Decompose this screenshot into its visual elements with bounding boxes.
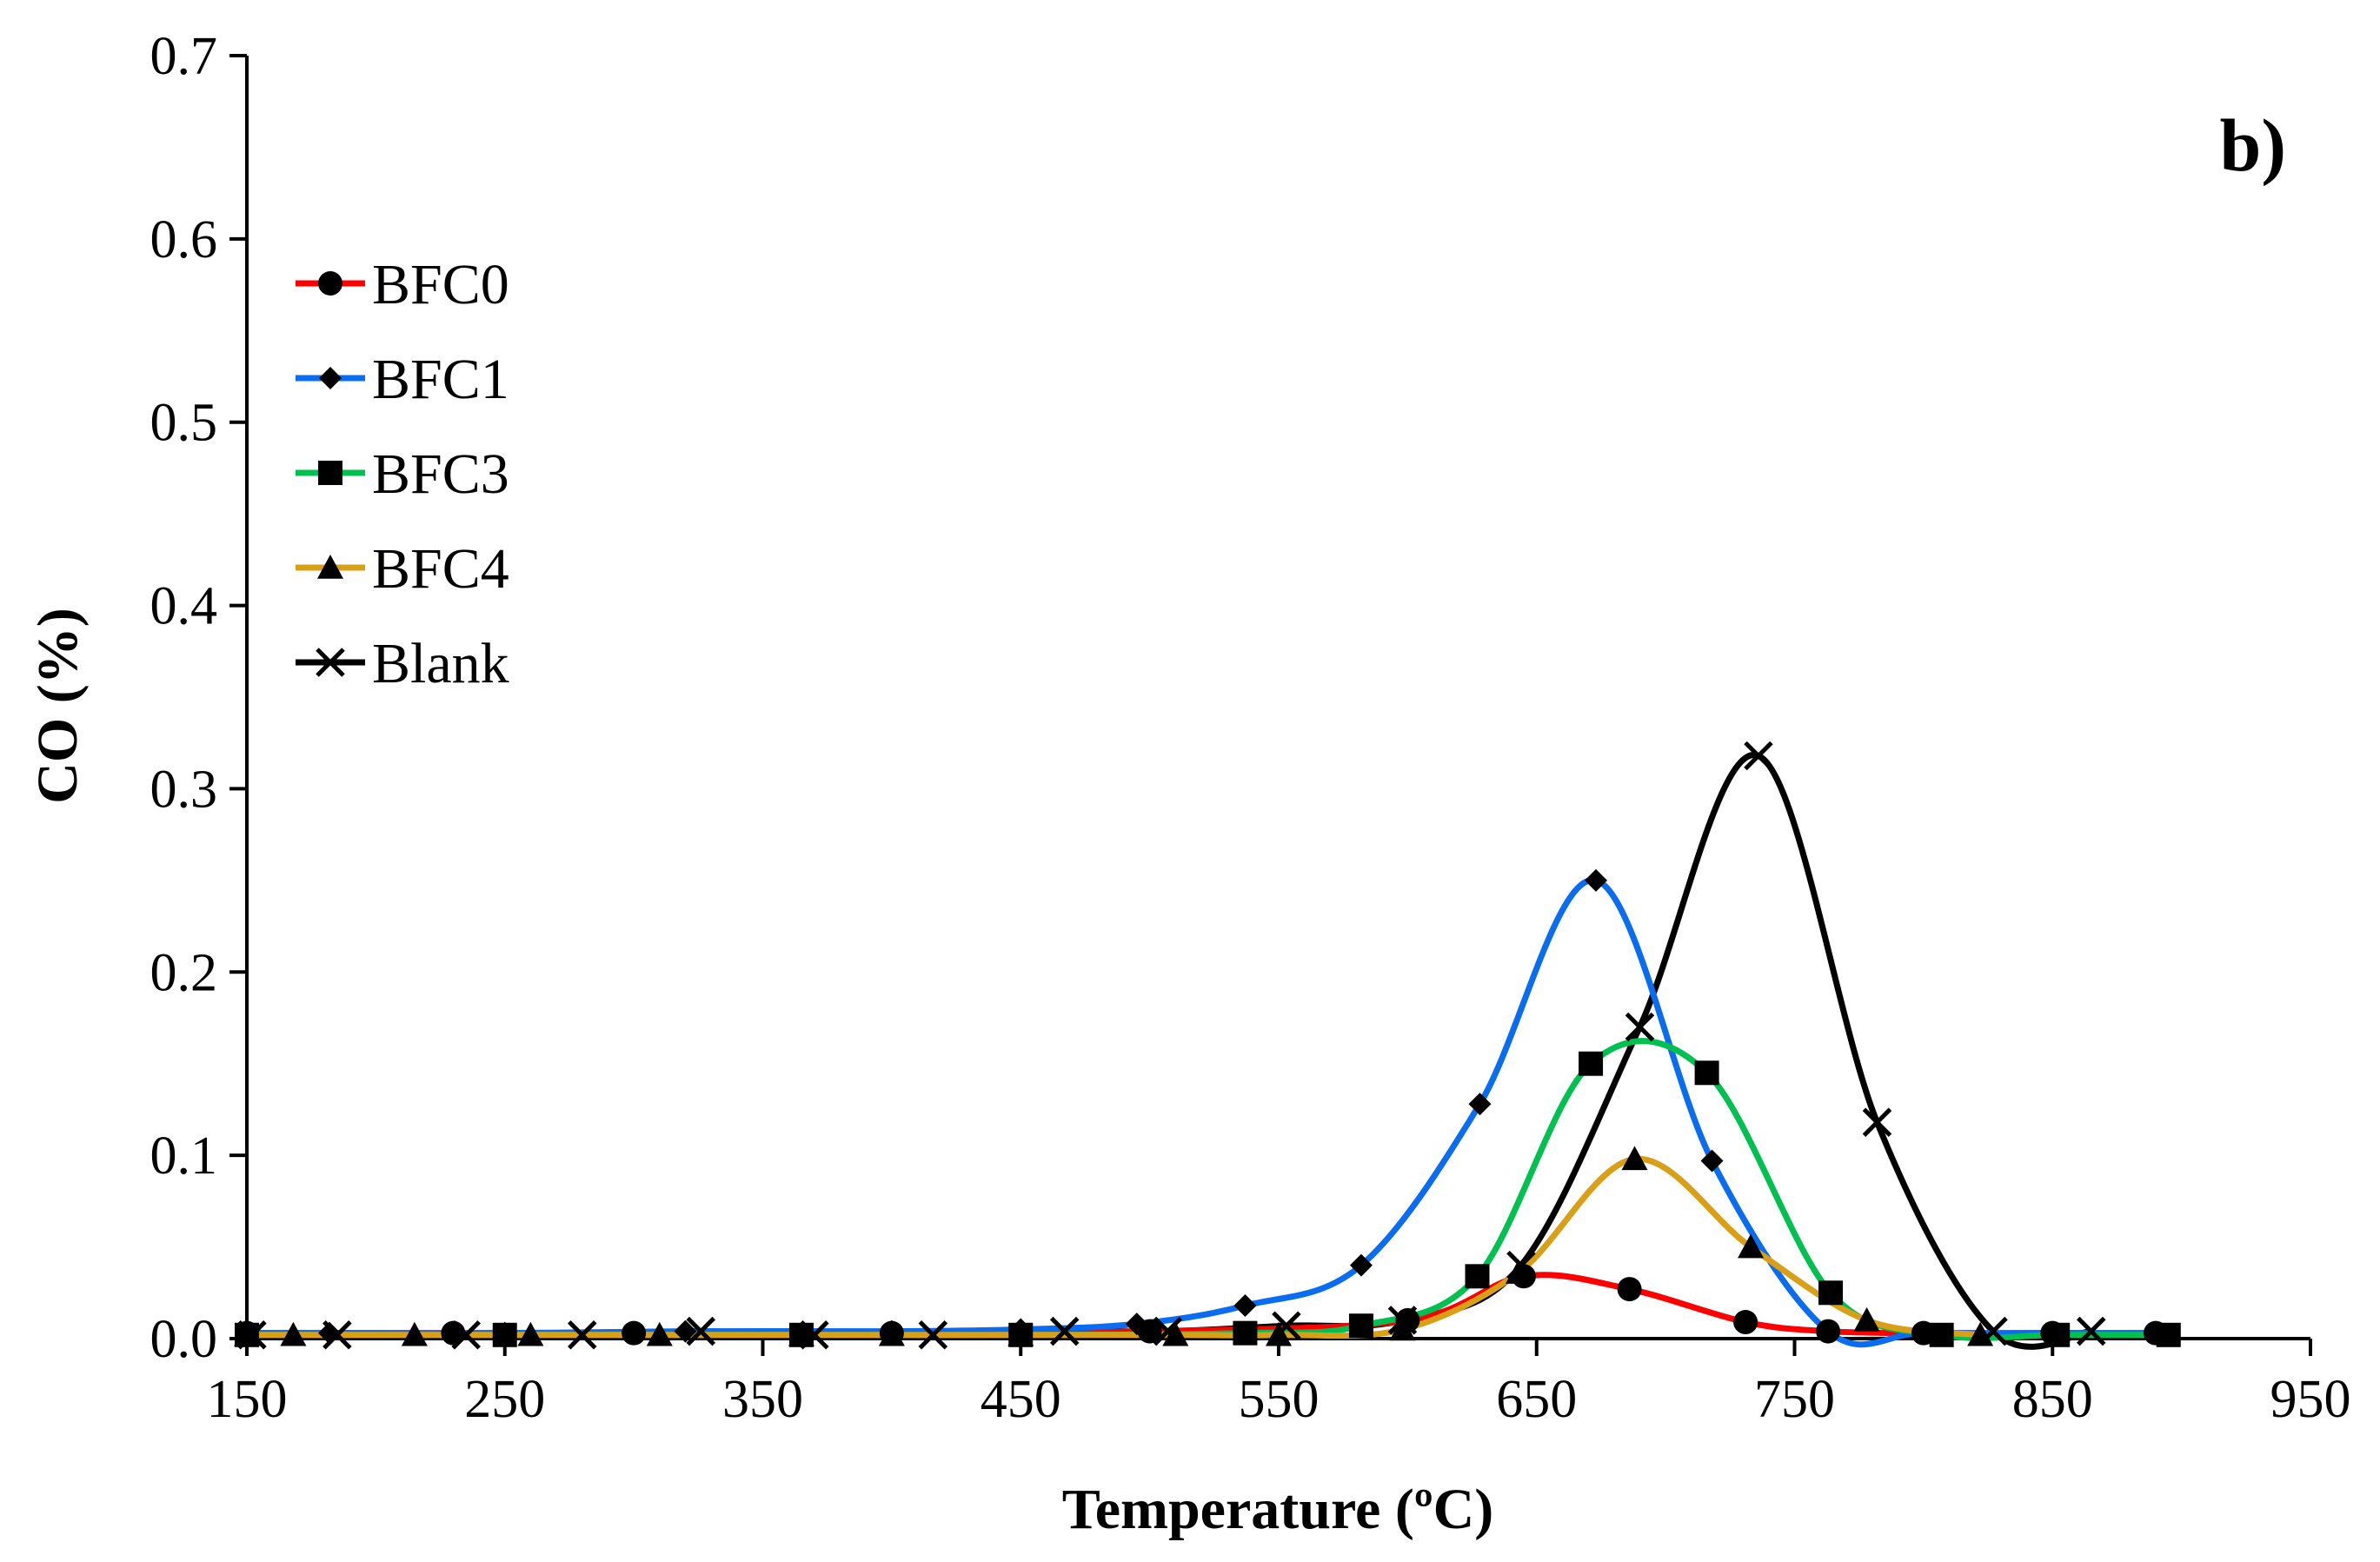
data-point-bfc4 <box>1621 1146 1648 1171</box>
data-point-bfc3 <box>1465 1264 1490 1289</box>
data-point-bfc4 <box>646 1321 673 1346</box>
data-point-bfc4 <box>1738 1233 1765 1259</box>
series-markers <box>234 741 2181 1350</box>
y-tick-label: 0.4 <box>150 577 218 636</box>
x-axis-ticks: 150 250 350 450 550 650 750 850 950 <box>207 1339 2351 1429</box>
series-line-blank <box>249 752 2095 1350</box>
x-axis-title: Temperature (ºC) <box>1062 1478 1494 1541</box>
x-tick-label: 750 <box>1754 1370 1835 1429</box>
y-tick-label: 0.2 <box>150 943 218 1002</box>
y-tick-label: 0.5 <box>150 394 218 453</box>
data-point-bfc3 <box>1233 1320 1258 1346</box>
legend-item-bfc0: BFC0 <box>296 253 509 316</box>
legend-marker-blank <box>316 648 345 677</box>
data-point-bfc3 <box>1818 1280 1844 1306</box>
y-tick-label: 0.6 <box>150 210 218 269</box>
data-point-blank <box>686 1316 716 1346</box>
data-point-bfc3 <box>2045 1322 2071 1347</box>
data-point-bfc4 <box>1007 1321 1034 1346</box>
x-tick-label: 450 <box>981 1370 1061 1429</box>
series-points-blank <box>237 741 2106 1350</box>
legend-item-bfc4: BFC4 <box>296 537 509 601</box>
series-line-bfc4 <box>243 1155 1984 1339</box>
y-tick-label: 0.0 <box>150 1310 218 1369</box>
y-axis-title: CO (%) <box>26 608 90 803</box>
legend-label-bfc4: BFC4 <box>372 537 509 601</box>
y-tick-label: 0.1 <box>150 1127 218 1186</box>
data-point-blank <box>1049 1316 1080 1346</box>
data-point-bfc0 <box>1733 1310 1758 1335</box>
data-point-bfc1 <box>1911 1321 1935 1345</box>
data-point-blank <box>918 1320 948 1350</box>
data-point-bfc4 <box>1853 1306 1880 1332</box>
y-tick-label: 0.3 <box>150 760 218 819</box>
x-tick-label: 950 <box>2270 1370 2351 1429</box>
data-point-bfc3 <box>1579 1051 1604 1076</box>
legend-item-bfc1: BFC1 <box>296 348 509 411</box>
series-points-bfc4 <box>234 1146 1994 1346</box>
data-point-bfc4 <box>1505 1260 1532 1284</box>
data-point-bfc1 <box>317 1321 341 1345</box>
data-point-bfc3 <box>492 1322 517 1347</box>
data-point-bfc1 <box>1817 1319 1840 1343</box>
x-tick-label: 650 <box>1496 1370 1577 1429</box>
data-point-bfc1 <box>1233 1294 1257 1318</box>
data-point-bfc4 <box>280 1321 307 1346</box>
data-point-bfc1 <box>1585 868 1608 892</box>
data-point-bfc1 <box>674 1319 697 1343</box>
data-point-bfc1 <box>1125 1313 1148 1336</box>
data-point-blank <box>2076 1316 2106 1346</box>
legend-marker-bfc3 <box>318 461 342 485</box>
data-point-blank <box>568 1320 597 1350</box>
data-point-bfc3 <box>1929 1322 1954 1347</box>
data-point-bfc4 <box>234 1321 260 1346</box>
legend-marker-bfc4 <box>317 555 343 579</box>
data-point-blank <box>1862 1107 1892 1137</box>
series-points-bfc3 <box>235 1051 2181 1347</box>
data-point-bfc4 <box>401 1321 428 1346</box>
data-point-bfc4 <box>1967 1321 1994 1346</box>
data-point-bfc1 <box>1468 1093 1492 1116</box>
data-point-bfc4 <box>1266 1321 1292 1346</box>
legend-item-blank: Blank <box>296 632 509 695</box>
legend-label-blank: Blank <box>372 632 509 695</box>
legend-label-bfc3: BFC3 <box>372 442 509 506</box>
panel-label: b) <box>2220 103 2286 187</box>
series-points-bfc1 <box>236 868 2167 1345</box>
legend: BFC0 BFC1 BFC3 BFC4 Blank <box>296 253 509 695</box>
data-point-blank <box>1744 741 1773 771</box>
x-tick-label: 150 <box>207 1370 288 1429</box>
data-point-bfc1 <box>1349 1253 1373 1277</box>
y-tick-label: 0.7 <box>150 27 218 86</box>
data-point-bfc4 <box>788 1321 815 1346</box>
legend-marker-bfc0 <box>318 271 342 296</box>
x-tick-label: 250 <box>464 1370 545 1429</box>
data-point-bfc0 <box>1617 1277 1642 1302</box>
legend-label-bfc1: BFC1 <box>372 348 509 411</box>
x-tick-label: 350 <box>722 1370 803 1429</box>
legend-item-bfc3: BFC3 <box>296 442 509 506</box>
data-point-bfc4 <box>1389 1316 1416 1341</box>
data-point-bfc4 <box>1162 1321 1189 1346</box>
legend-label-bfc0: BFC0 <box>372 253 509 316</box>
y-axis-ticks: 0.0 0.1 0.2 0.3 0.4 0.5 0.6 0.7 <box>150 27 247 1369</box>
data-point-bfc4 <box>878 1321 905 1346</box>
data-point-bfc0 <box>441 1320 466 1346</box>
series-line-bfc3 <box>243 1038 2172 1341</box>
data-point-bfc3 <box>2156 1322 2181 1347</box>
data-point-bfc4 <box>517 1321 544 1346</box>
data-point-bfc0 <box>622 1320 647 1346</box>
data-point-blank <box>1625 1012 1655 1042</box>
data-point-bfc3 <box>1694 1060 1719 1086</box>
data-point-bfc1 <box>1700 1149 1724 1173</box>
legend-marker-bfc1 <box>319 367 342 389</box>
x-tick-label: 550 <box>1239 1370 1320 1429</box>
series-lines <box>243 752 2172 1350</box>
x-tick-label: 850 <box>2012 1370 2093 1429</box>
data-point-bfc3 <box>1348 1313 1373 1339</box>
